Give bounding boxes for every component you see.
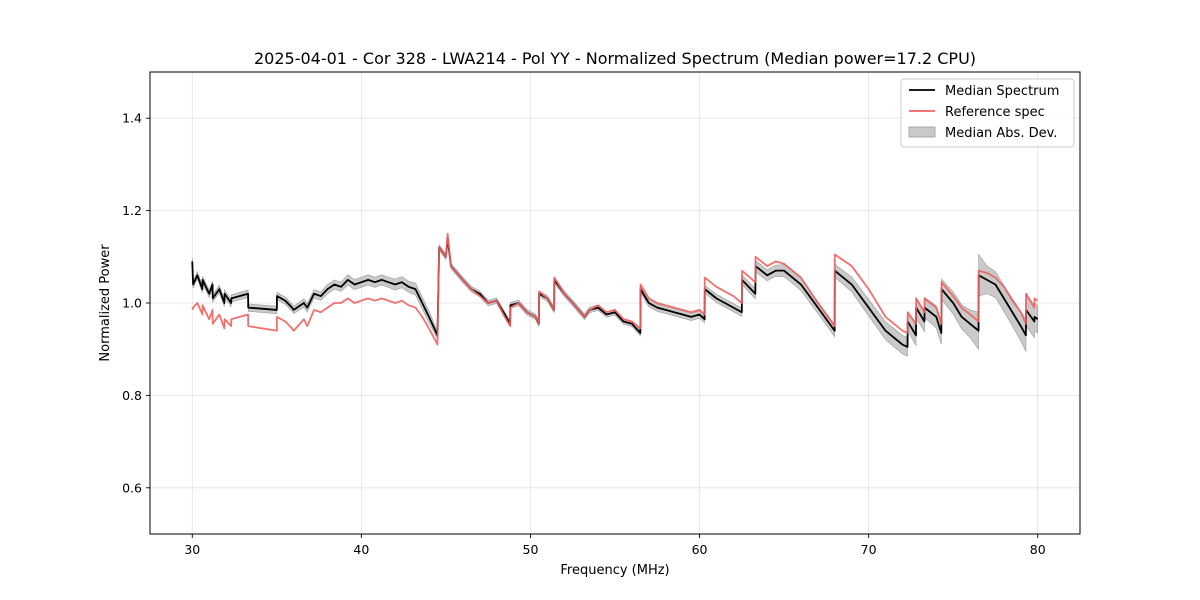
x-tick-label: 40 <box>353 542 369 557</box>
legend-label-mad: Median Abs. Dev. <box>945 126 1057 141</box>
y-tick-label: 1.4 <box>122 111 142 126</box>
y-tick-label: 1.2 <box>122 203 142 218</box>
x-axis-ticks: 30 40 50 60 70 80 <box>184 534 1046 557</box>
y-axis-label: Normalized Power <box>98 244 113 362</box>
series-lines <box>191 232 1039 348</box>
legend-label-median: Median Spectrum <box>945 84 1059 99</box>
x-tick-label: 50 <box>523 542 539 557</box>
y-axis-ticks: 0.6 0.8 1.0 1.2 1.4 <box>122 111 150 495</box>
legend-box <box>900 78 1075 148</box>
legend-label-reference: Reference spec <box>945 105 1045 120</box>
legend-swatch-mad <box>908 126 936 138</box>
reference-spec-line <box>191 232 1039 346</box>
legend: Median Spectrum Reference spec Median Ab… <box>900 78 1075 148</box>
x-tick-label: 30 <box>184 542 200 557</box>
y-tick-label: 0.8 <box>122 388 142 403</box>
x-tick-label: 70 <box>861 542 877 557</box>
y-tick-label: 0.6 <box>122 480 142 495</box>
x-tick-label: 80 <box>1030 542 1046 557</box>
chart-title: 2025-04-01 - Cor 328 - LWA214 - Pol YY -… <box>254 49 976 68</box>
x-axis-label: Frequency (MHz) <box>560 563 669 578</box>
y-tick-label: 1.0 <box>122 296 142 311</box>
x-tick-label: 60 <box>692 542 708 557</box>
